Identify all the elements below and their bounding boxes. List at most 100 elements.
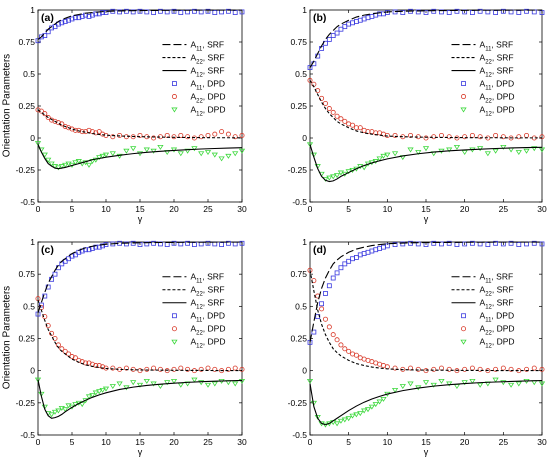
legend-label: A11, DPD [480, 311, 515, 324]
dpd-a12-point [191, 377, 198, 383]
x-tick-label: 25 [499, 204, 509, 214]
dpd-a11-point [353, 255, 359, 260]
dpd-a12-point [477, 382, 484, 388]
dpd-a12-point [157, 144, 164, 150]
dpd-a11-point [137, 8, 143, 14]
dpd-a12-point [333, 173, 341, 179]
y-tick-label: 0.75 [18, 37, 35, 47]
dpd-a11-point [361, 16, 367, 22]
x-tick-label: 0 [36, 437, 41, 447]
y-tick-label: -0.25 [288, 165, 308, 175]
dpd-a12-point [109, 384, 116, 390]
dpd-a12-point [96, 389, 103, 395]
dpd-a22-point [392, 365, 398, 371]
legend-label: A22, DPD [480, 324, 515, 337]
dpd-a12-point [306, 142, 314, 148]
dpd-a12-point [102, 386, 110, 392]
dpd-a11-point [151, 240, 157, 246]
dpd-a11-point [86, 13, 92, 19]
x-tick-label: 10 [101, 204, 111, 214]
dpd-a22-point [45, 115, 51, 121]
dpd-a22-point [55, 342, 61, 348]
dpd-a11-point [212, 10, 218, 15]
dpd-a22-point [493, 132, 499, 138]
y-tick-label: 0.5 [295, 69, 307, 79]
dpd-a12-point [446, 381, 453, 387]
dpd-a12-point [136, 151, 144, 157]
dpd-a11-point [431, 8, 437, 14]
dpd-a11-point [326, 37, 332, 42]
dpd-a12-point [314, 414, 321, 420]
dpd-a11-point [384, 243, 390, 249]
y-tick-label: 0.5 [295, 301, 307, 311]
dpd-a11-point [171, 8, 177, 14]
legend-label: A11, SRF [190, 40, 224, 53]
dpd-a12-point [391, 387, 399, 393]
dpd-a11-point [130, 9, 136, 15]
dpd-a11-point [365, 15, 371, 21]
dpd-a12-point [218, 156, 225, 162]
x-axis-label: γ [424, 214, 429, 224]
dpd-a12-point [337, 170, 345, 176]
dpd-a11-point [446, 10, 452, 15]
dpd-a12-point [523, 148, 530, 154]
dpd-a12-point [130, 380, 137, 386]
dpd-a12-point [130, 146, 137, 152]
dpd-a22-point [45, 323, 51, 329]
dpd-a11-point [323, 291, 328, 296]
y-tick-label: 0.25 [290, 101, 307, 111]
x-tick-label: 10 [101, 437, 111, 447]
dpd-a22-point [524, 132, 530, 138]
dpd-a12-point [85, 162, 93, 168]
dpd-a11-point [39, 34, 44, 40]
dpd-a12-point [492, 148, 499, 154]
dpd-a12-point [232, 151, 239, 157]
dpd-a12-point [136, 382, 144, 388]
dpd-a12-point [341, 417, 348, 423]
dpd-a22-point [123, 365, 129, 371]
dpd-a22-point [334, 337, 340, 343]
dpd-a11-point [69, 16, 75, 22]
dpd-a12-point [123, 148, 130, 154]
dpd-a11-point [307, 65, 313, 70]
dpd-a11-point [178, 10, 184, 15]
x-tick-label: 30 [537, 204, 547, 214]
dpd-a12-point [34, 377, 42, 383]
dpd-a11-point [361, 251, 367, 256]
dpd-a22-point [353, 352, 359, 358]
dpd-a12-point [310, 400, 317, 406]
legend-label: A22, SRF [480, 53, 514, 66]
dpd-a22-point [219, 129, 225, 135]
dpd-a12-point [55, 165, 62, 171]
dpd-a22-point [508, 135, 514, 141]
dpd-a12-point [225, 153, 232, 159]
legend-label: A12, SRF [480, 298, 514, 311]
dpd-a11-point [454, 242, 460, 247]
dpd-a12-point [333, 421, 341, 427]
y-tick-label: 0.5 [23, 301, 35, 311]
legend-label: A22, DPD [480, 92, 515, 105]
x-tick-label: 10 [383, 437, 393, 447]
dpd-a12-point [430, 382, 437, 388]
dpd-a12-point [453, 144, 461, 150]
dpd-a12-point [177, 151, 184, 157]
panel-label: (d) [313, 244, 326, 256]
dpd-a11-point [100, 10, 105, 15]
dpd-a22-point [438, 365, 444, 371]
dpd-a22-point [469, 132, 475, 138]
legend-label: A12, SRF [190, 298, 224, 311]
dpd-a12-point [376, 156, 383, 162]
legend-label: A11, SRF [480, 40, 514, 53]
dpd-a12-point [399, 384, 406, 390]
dpd-a22-point [477, 134, 483, 140]
dpd-a22-point [219, 368, 225, 374]
dpd-a12-point [62, 162, 69, 168]
dpd-a22-point [151, 365, 157, 371]
dpd-a22-point [330, 332, 336, 338]
dpd-a12-point [407, 147, 414, 153]
dpd-a22-point [326, 106, 332, 112]
dpd-a22-point [110, 134, 116, 140]
